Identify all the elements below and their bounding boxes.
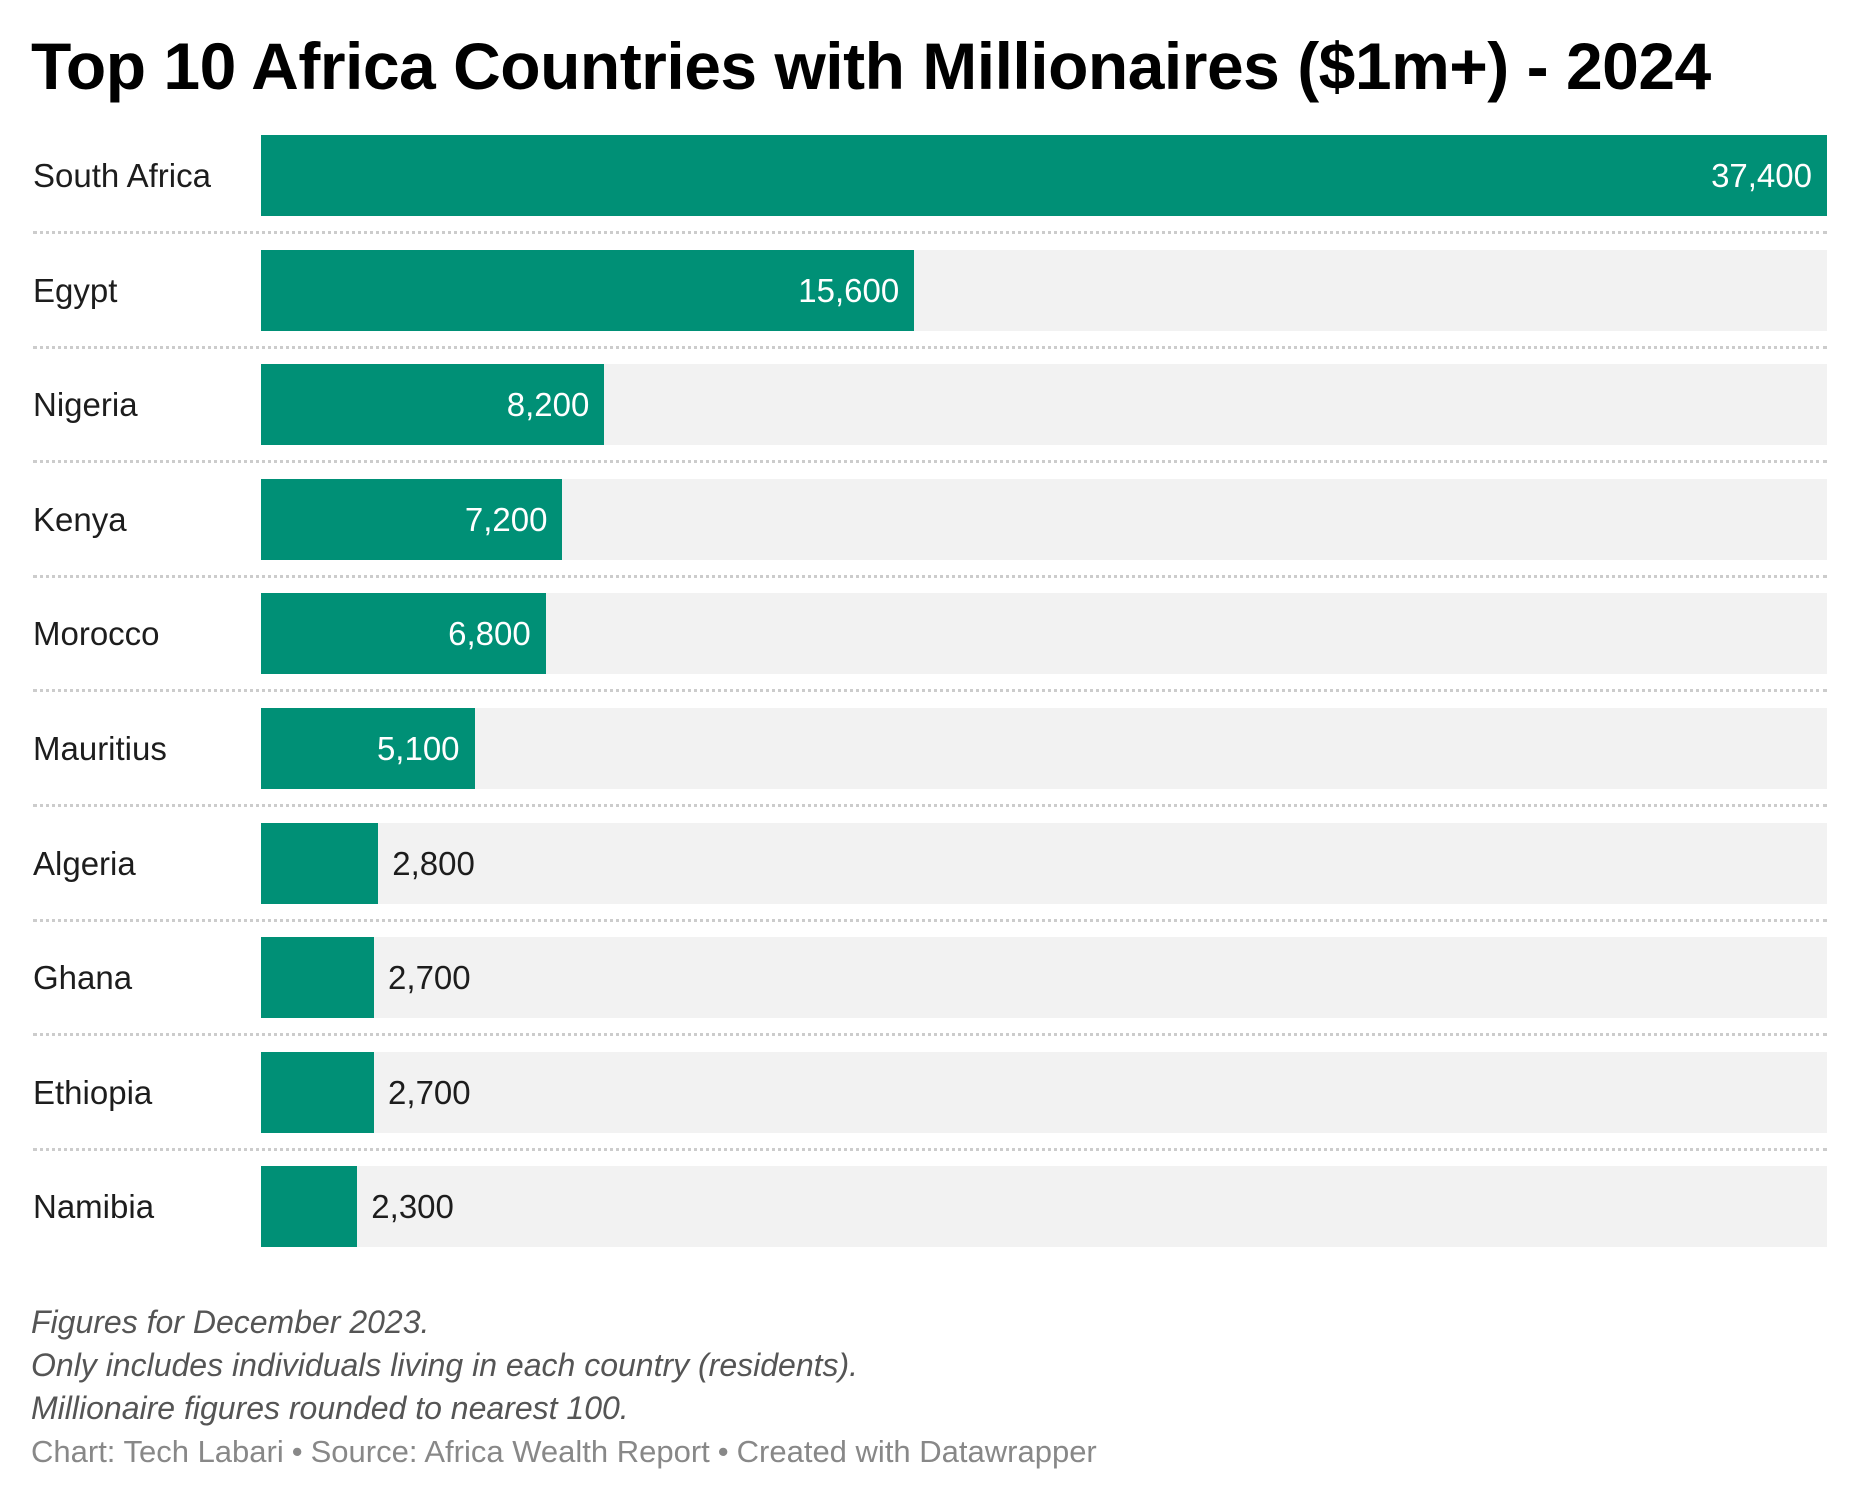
bar-row: Kenya 7,200 xyxy=(0,478,1860,593)
credit-author: Chart: Tech Labari xyxy=(31,1434,284,1469)
bar-chart: South Africa 37,400 Egypt 15,600 Nigeria 8,20… xyxy=(0,135,1860,1248)
bar-row: Mauritius 5,100 xyxy=(0,708,1860,822)
bar xyxy=(261,135,1827,216)
bar-row: Egypt 15,600 xyxy=(0,249,1860,364)
credit-tool: Created with Datawrapper xyxy=(736,1434,1097,1469)
row-divider xyxy=(33,231,1827,234)
chart-credit: Chart: Tech Labari • Source: Africa Wealth… xyxy=(31,1430,1097,1473)
bar-track: 7,200 xyxy=(261,478,1827,560)
value-label: 37,400 xyxy=(1711,157,1812,194)
row-divider xyxy=(33,345,1827,349)
bar-track: 2,800 xyxy=(261,822,1827,904)
category-label: Namibia xyxy=(33,1188,155,1226)
chart-notes: Figures for December 2023. Only includes… xyxy=(31,1301,858,1430)
credit-source: Source: Africa Wealth Report xyxy=(310,1434,710,1469)
credit-separator: • xyxy=(717,1434,729,1469)
bar xyxy=(261,822,379,904)
bar-track: 2,700 xyxy=(261,1051,1827,1133)
bar xyxy=(261,593,546,675)
bar-row: Ghana 2,700 xyxy=(0,937,1860,1051)
bar xyxy=(261,364,605,446)
category-label: Ghana xyxy=(33,959,133,997)
credit-separator: • xyxy=(291,1434,303,1469)
category-label: Algeria xyxy=(33,844,136,882)
bar xyxy=(261,249,915,331)
category-label: Ethiopia xyxy=(33,1073,153,1111)
bar xyxy=(261,478,563,560)
value-label: 2,700 xyxy=(388,959,471,997)
bar xyxy=(261,1051,375,1133)
bar xyxy=(261,1166,358,1248)
row-divider xyxy=(33,804,1827,807)
value-label: 7,200 xyxy=(464,500,548,538)
chart-title: Top 10 Africa Countries with Millionaire… xyxy=(31,29,1711,103)
bar-track: 5,100 xyxy=(261,708,1827,789)
note-line: Figures for December 2023. xyxy=(31,1304,430,1340)
bar-row: Ethiopia 2,700 xyxy=(0,1051,1860,1166)
bar-track: 2,300 xyxy=(261,1166,1827,1248)
row-divider xyxy=(33,689,1827,693)
bar xyxy=(261,708,475,789)
value-label: 2,800 xyxy=(392,844,475,882)
category-label: Egypt xyxy=(33,271,118,309)
value-label: 5,100 xyxy=(376,730,460,767)
category-label: Kenya xyxy=(33,500,127,538)
category-label: Mauritius xyxy=(33,730,167,767)
value-label: 8,200 xyxy=(506,386,590,424)
bar-row: Algeria 2,800 xyxy=(0,822,1860,937)
row-divider xyxy=(33,1033,1827,1037)
value-label: 6,800 xyxy=(448,615,531,653)
category-label: South Africa xyxy=(33,157,211,194)
bar-track: 6,800 xyxy=(261,593,1827,675)
bar-track: 15,600 xyxy=(261,249,1827,331)
row-divider xyxy=(33,460,1827,464)
row-divider xyxy=(33,918,1827,922)
bar xyxy=(261,937,375,1019)
bar-row: Nigeria 8,200 xyxy=(0,364,1860,478)
value-label: 15,600 xyxy=(798,271,900,309)
bar-row: South Africa 37,400 xyxy=(0,135,1860,249)
bar-track: 8,200 xyxy=(261,364,1827,446)
note-line: Only includes individuals living in each… xyxy=(31,1347,859,1383)
value-label: 2,700 xyxy=(388,1073,471,1111)
bar-track: 37,400 xyxy=(261,135,1827,216)
value-label: 2,300 xyxy=(371,1188,454,1226)
category-label: Morocco xyxy=(33,615,160,653)
bar-row: Namibia 2,300 xyxy=(0,1166,1860,1280)
note-line: Millionaire figures rounded to nearest 1… xyxy=(31,1390,629,1426)
bar-row: Morocco 6,800 xyxy=(0,593,1860,707)
category-label: Nigeria xyxy=(33,386,138,424)
row-divider xyxy=(33,574,1827,578)
bar-track: 2,700 xyxy=(261,937,1827,1019)
row-divider xyxy=(33,1147,1827,1151)
